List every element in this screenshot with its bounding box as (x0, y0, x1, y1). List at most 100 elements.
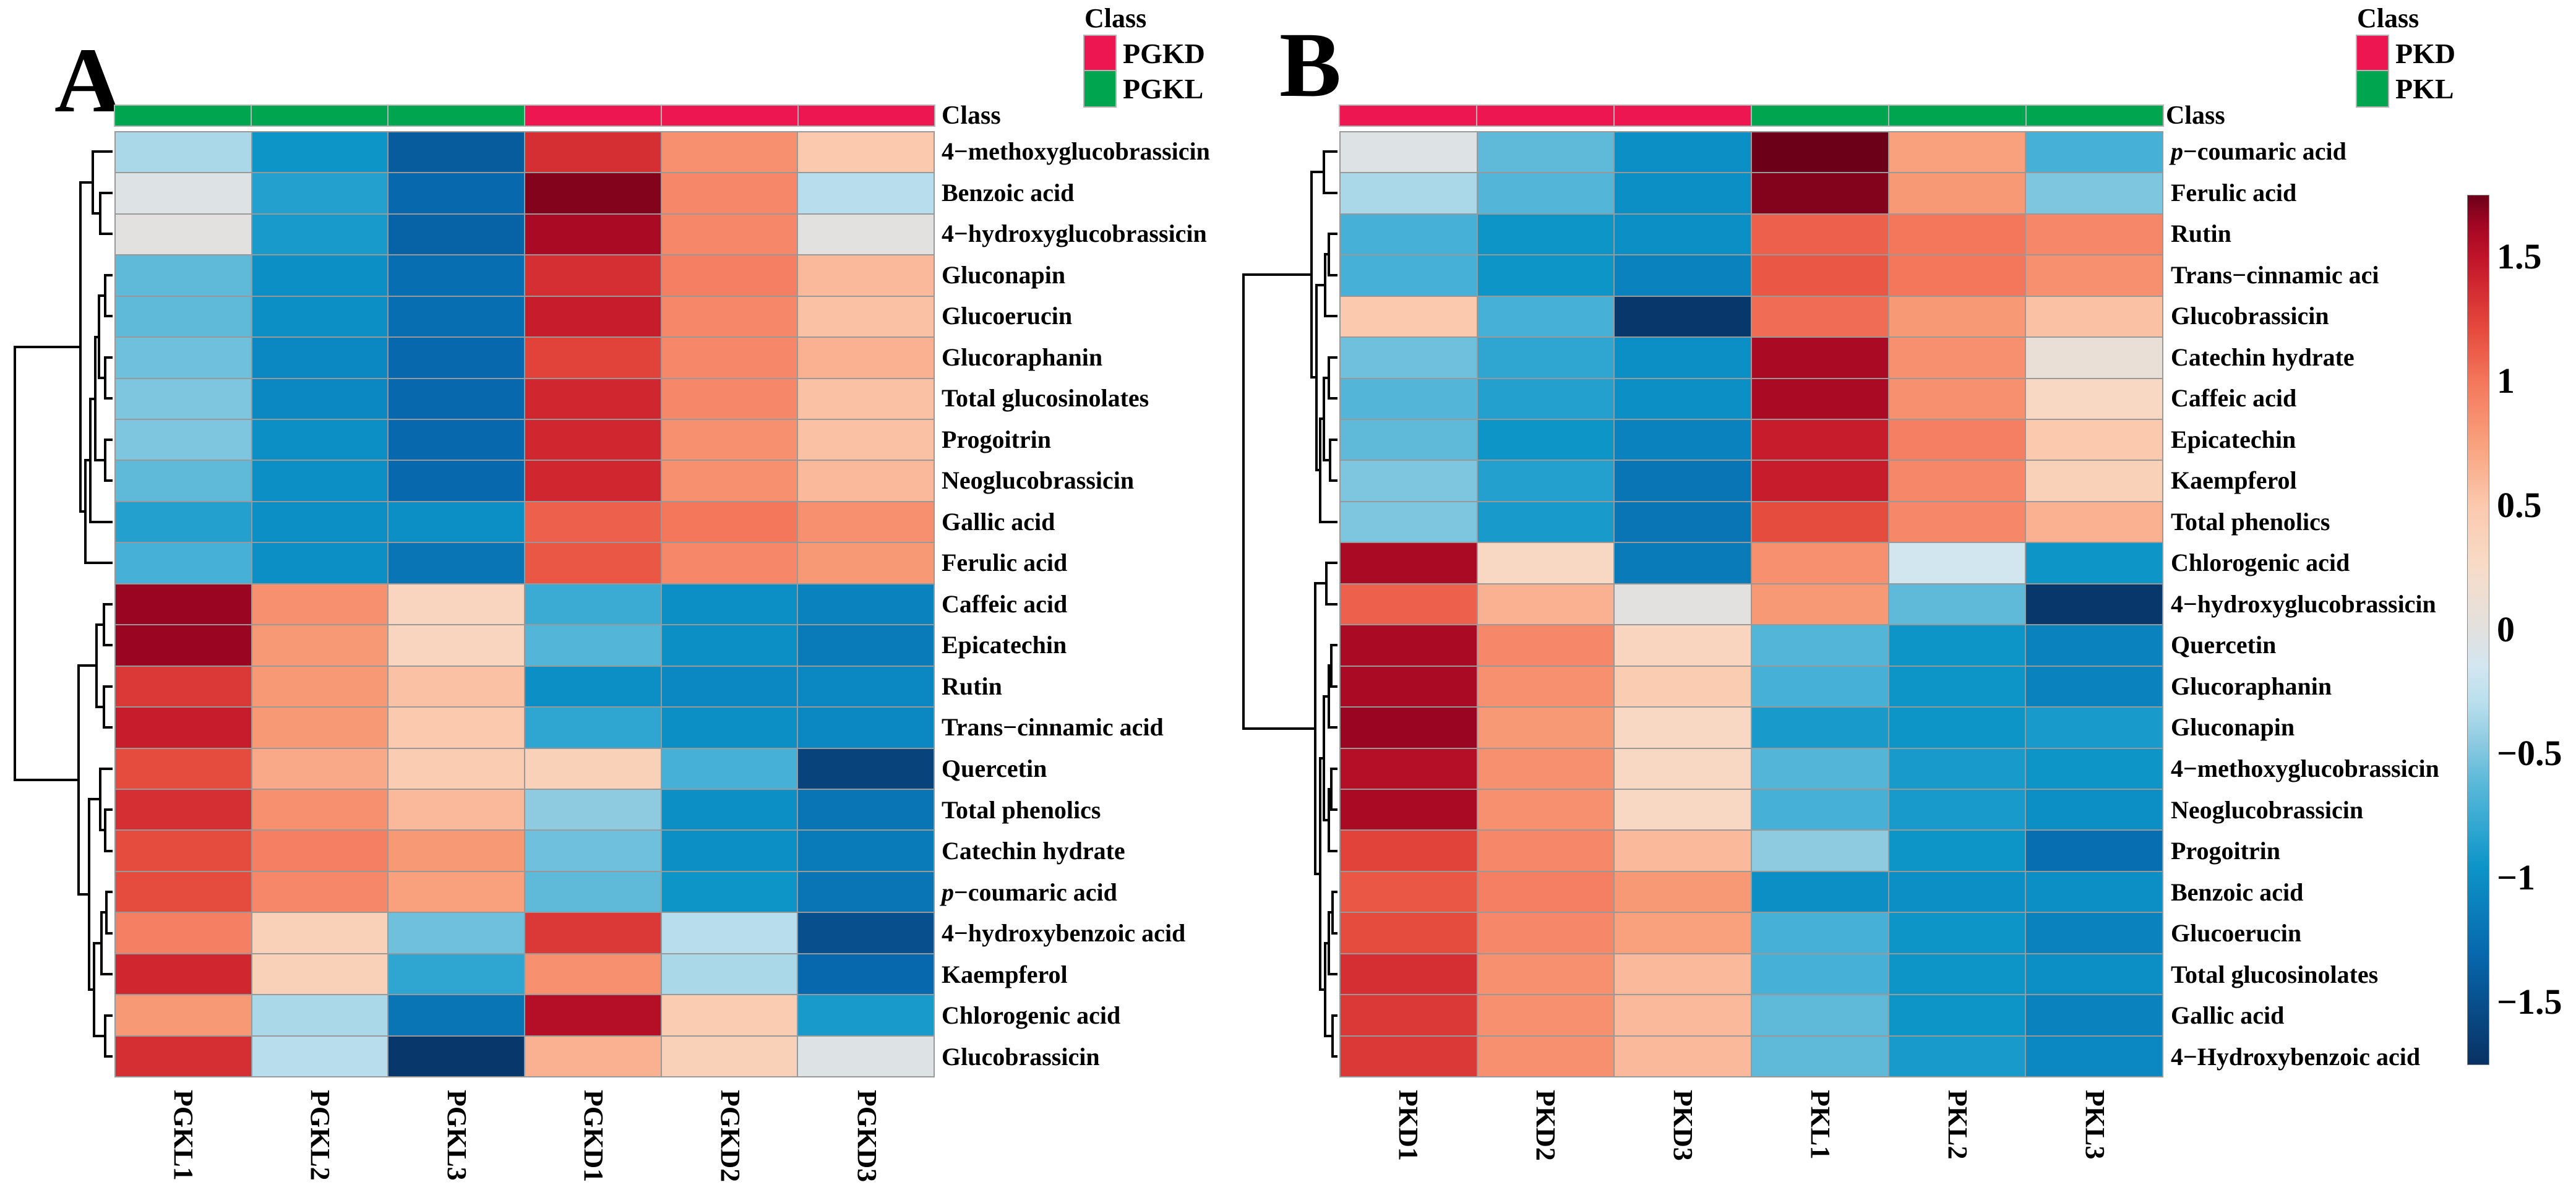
row-label: 4−hydroxybenzoic acid (942, 919, 1186, 948)
row-label: Progoitrin (942, 425, 1052, 453)
class-annotation-bar (114, 105, 935, 127)
column-label: PKL1 (1805, 1090, 1835, 1160)
row-label: Trans−cinnamic acid (942, 713, 1164, 742)
class-bar-segment (797, 105, 935, 127)
heatmap-cell (798, 132, 934, 173)
heatmap-cell (1889, 296, 2025, 337)
heatmap-cell (1889, 625, 2025, 666)
heatmap-cell (1477, 255, 1614, 296)
heatmap-cell (252, 666, 388, 707)
heatmap-cell (1341, 214, 1477, 255)
row-label: p −coumaric acid (2171, 137, 2346, 166)
heatmap-cell (1615, 461, 1751, 501)
heatmap-cell (661, 379, 797, 419)
heatmap-cell (2026, 379, 2162, 419)
heatmap-cell (1615, 1036, 1751, 1076)
heatmap-cell (525, 420, 661, 460)
heatmap-cell (116, 255, 251, 296)
heatmap-cell (1477, 502, 1614, 542)
heatmap-cell (116, 871, 251, 912)
heatmap-cell (2026, 173, 2162, 213)
heatmap-cell (1615, 913, 1751, 953)
row-label: Glucobrassicin (942, 1042, 1100, 1071)
row-label: Glucobrassicin (2171, 302, 2329, 330)
heatmap-cell (1341, 995, 1477, 1035)
heatmap-cell (2026, 1036, 2162, 1076)
heatmap-cell (525, 913, 661, 953)
heatmap-cell (1477, 625, 1614, 666)
heatmap-cell (252, 543, 388, 583)
heatmap-cell (661, 625, 797, 666)
heatmap-cell (1615, 708, 1751, 748)
heatmap-cell (389, 379, 524, 419)
heatmap-cell (661, 708, 797, 748)
heatmap-cell (1615, 748, 1751, 789)
class-bar-label: Class (942, 101, 1001, 130)
heatmap-cell (1889, 831, 2025, 871)
heatmap-cell (1615, 995, 1751, 1035)
heatmap-cell (525, 831, 661, 871)
heatmap-cell (1341, 543, 1477, 583)
heatmap-cell (1615, 543, 1751, 583)
heatmap-cell (1341, 173, 1477, 213)
heatmap-cell (1341, 666, 1477, 707)
heatmap-cell (1341, 789, 1477, 830)
heatmap-cell (1477, 954, 1614, 995)
row-label: Gallic acid (2171, 1001, 2285, 1030)
column-label: PKD3 (1668, 1090, 1698, 1161)
heatmap-cell (252, 954, 388, 995)
heatmap-cell (2026, 214, 2162, 255)
heatmap-cell (1889, 502, 2025, 542)
heatmap-cell (116, 831, 251, 871)
heatmap-cell (252, 338, 388, 378)
heatmap-cell (1341, 1036, 1477, 1076)
column-label: PKL2 (1943, 1090, 1973, 1160)
heatmap-cell (1477, 831, 1614, 871)
heatmap-cell (1889, 789, 2025, 830)
heatmap-cell (1615, 420, 1751, 460)
heatmap-cell (1477, 173, 1614, 213)
heatmap-cell (1615, 789, 1751, 830)
heatmap-cell (2026, 461, 2162, 501)
heatmap-cell (116, 995, 251, 1035)
heatmap-cell (116, 461, 251, 501)
heatmap-cell (389, 543, 524, 583)
heatmap-cell (1341, 420, 1477, 460)
class-legend-b: Class PKD PKL (2356, 3, 2455, 108)
heatmap-cell (1477, 789, 1614, 830)
heatmap-cell (389, 420, 524, 460)
heatmap-cell (1341, 132, 1477, 173)
heatmap-cell (1615, 871, 1751, 912)
heatmap-cell (252, 913, 388, 953)
heatmap-cell (1477, 913, 1614, 953)
legend-swatch-icon (1083, 70, 1117, 108)
heatmap-cell (2026, 420, 2162, 460)
heatmap-cell (1341, 831, 1477, 871)
class-bar-segment (114, 105, 252, 127)
heatmap-cell (661, 954, 797, 995)
colorbar-tick-label: −1 (2497, 857, 2536, 897)
heatmap-cell (1752, 379, 1888, 419)
row-label: Kaempferol (2171, 466, 2297, 495)
heatmap-cell (1752, 132, 1888, 173)
legend-item-label: PKL (2395, 72, 2454, 105)
heatmap-cell (1477, 214, 1614, 255)
row-label: Gluconapin (2171, 713, 2295, 742)
row-label: Epicatechin (942, 631, 1067, 659)
heatmap-cell (1477, 748, 1614, 789)
heatmap-cell (252, 871, 388, 912)
heatmap-cell (1341, 708, 1477, 748)
heatmap-cell (116, 625, 251, 666)
heatmap-cell (389, 625, 524, 666)
heatmap-cell (1752, 543, 1888, 583)
heatmap-cell (2026, 748, 2162, 789)
row-label: Chlorogenic acid (2171, 549, 2350, 577)
heatmap-cell (389, 132, 524, 173)
heatmap-cell (798, 173, 934, 213)
column-label: PGKL2 (304, 1090, 335, 1181)
heatmap-cell (525, 173, 661, 213)
heatmap-cell (252, 214, 388, 255)
row-label: Glucoerucin (2171, 919, 2302, 948)
heatmap-cell (1477, 543, 1614, 583)
